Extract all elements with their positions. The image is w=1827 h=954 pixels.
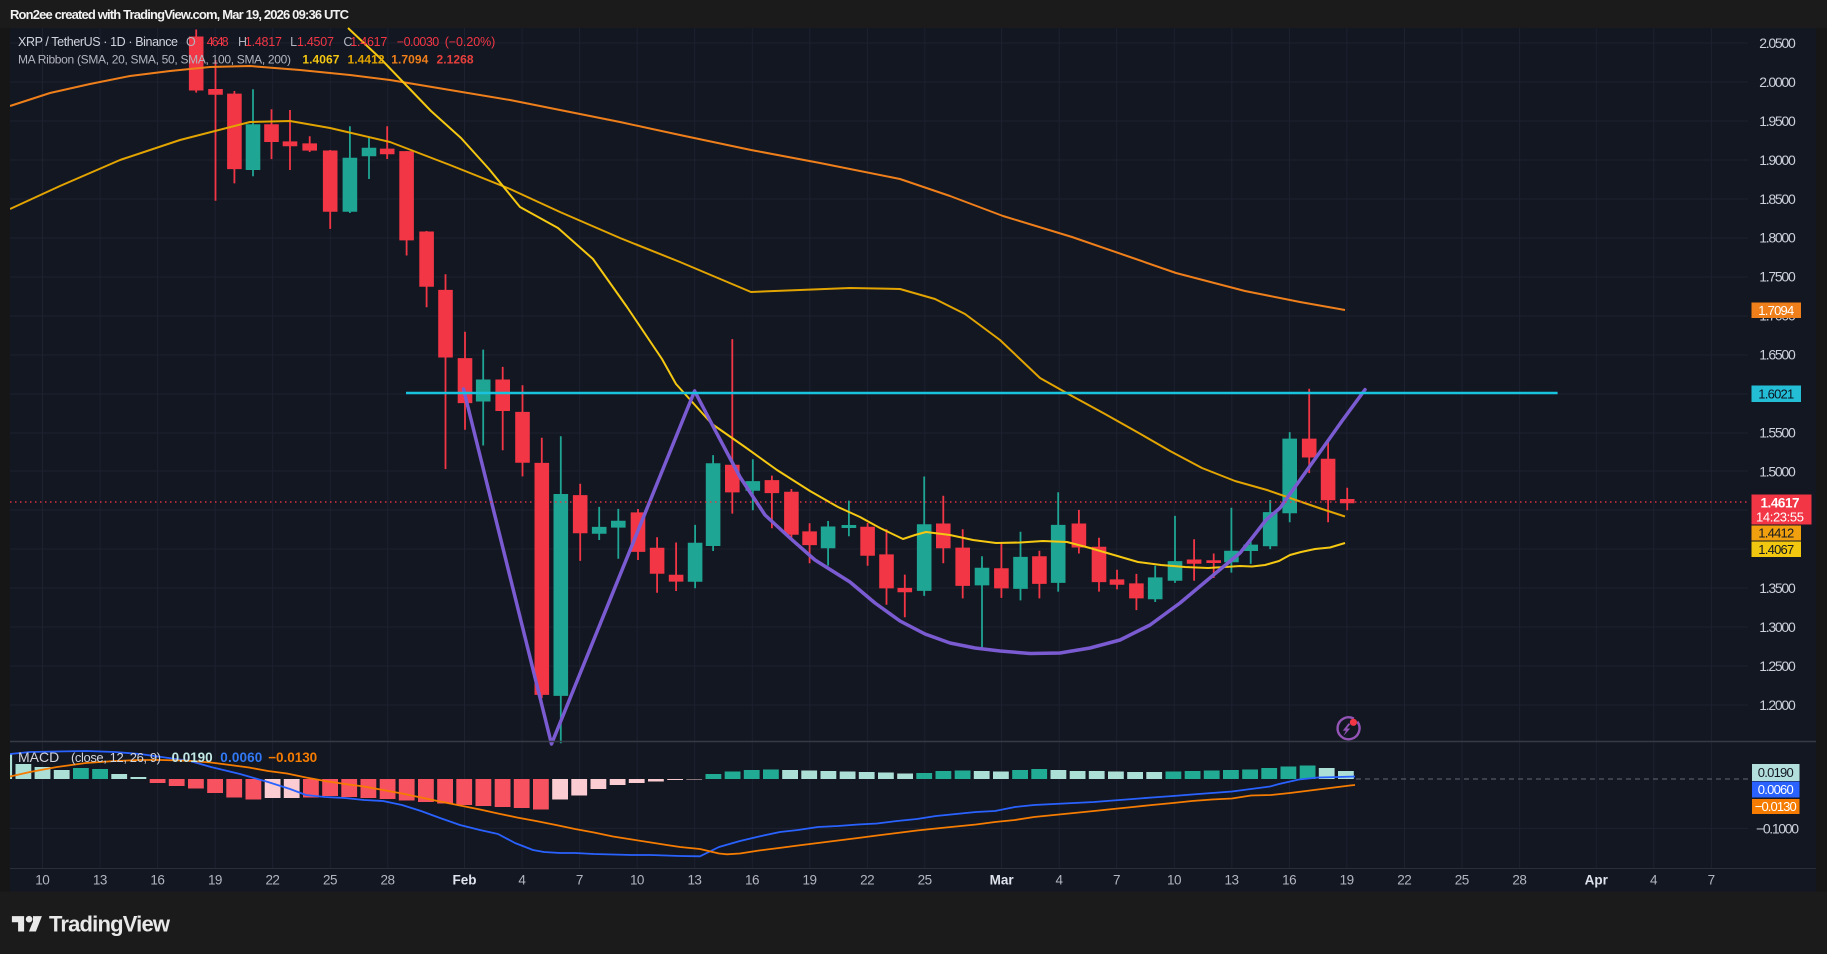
svg-text:7: 7: [1708, 873, 1716, 888]
svg-text:13: 13: [687, 873, 702, 888]
svg-text:1.5500: 1.5500: [1759, 424, 1796, 440]
svg-text:2.0000: 2.0000: [1759, 74, 1796, 90]
svg-text:L: L: [290, 35, 297, 49]
svg-text:16: 16: [745, 873, 760, 888]
svg-text:1.4412: 1.4412: [1758, 526, 1794, 541]
svg-text:1.4617: 1.4617: [350, 35, 387, 49]
svg-text:7: 7: [1113, 873, 1121, 888]
svg-text:H: H: [238, 35, 247, 49]
svg-text:C: C: [343, 35, 352, 49]
svg-text:1.9500: 1.9500: [1759, 113, 1796, 129]
svg-text:19: 19: [803, 873, 818, 888]
svg-text:1.4067: 1.4067: [1758, 542, 1794, 557]
svg-text:22: 22: [265, 873, 280, 888]
svg-text:22: 22: [1397, 873, 1412, 888]
svg-text:(−0.20%): (−0.20%): [445, 35, 496, 49]
svg-text:10: 10: [630, 873, 645, 888]
svg-text:2.1268: 2.1268: [437, 53, 474, 67]
svg-text:1.6021: 1.6021: [1758, 386, 1794, 401]
svg-text:25: 25: [1455, 873, 1470, 888]
svg-text:Mar: Mar: [990, 873, 1015, 888]
svg-text:10: 10: [35, 873, 50, 888]
svg-text:MA Ribbon (SMA, 20, SMA, 50, S: MA Ribbon (SMA, 20, SMA, 50, SMA, 100, S…: [18, 53, 291, 67]
svg-text:4648: 4648: [207, 35, 229, 49]
svg-text:1.5000: 1.5000: [1759, 463, 1796, 479]
svg-text:25: 25: [918, 873, 933, 888]
svg-text:28: 28: [1512, 873, 1527, 888]
svg-text:28: 28: [381, 873, 396, 888]
svg-text:−0.0130: −0.0130: [1755, 799, 1797, 814]
svg-text:1.7094: 1.7094: [391, 53, 428, 67]
svg-text:2.0500: 2.0500: [1759, 35, 1796, 51]
svg-text:XRP / TetherUS · 1D · Binance: XRP / TetherUS · 1D · Binance: [18, 35, 178, 49]
svg-text:10: 10: [1167, 873, 1182, 888]
svg-text:1.9000: 1.9000: [1759, 152, 1796, 168]
svg-text:Ron2ee created with TradingVie: Ron2ee created with TradingView.com, Mar…: [10, 7, 350, 22]
svg-text:−0.1000: −0.1000: [1756, 820, 1799, 836]
svg-text:1.2500: 1.2500: [1759, 658, 1796, 674]
svg-text:(close, 12, 26, 9): (close, 12, 26, 9): [71, 750, 161, 765]
svg-text:−0.0130: −0.0130: [268, 750, 317, 765]
svg-text:1.4507: 1.4507: [297, 35, 334, 49]
svg-text:13: 13: [93, 873, 108, 888]
svg-text:Apr: Apr: [1585, 873, 1609, 888]
svg-text:−0.0030: −0.0030: [397, 35, 439, 49]
svg-text:7: 7: [576, 873, 584, 888]
svg-text:1.7500: 1.7500: [1759, 269, 1796, 285]
svg-text:1.4617: 1.4617: [1761, 496, 1800, 511]
svg-text:0.0190: 0.0190: [1758, 765, 1794, 780]
svg-text:14:23:55: 14:23:55: [1756, 510, 1804, 525]
svg-text:19: 19: [1340, 873, 1355, 888]
svg-text:1.7094: 1.7094: [1758, 303, 1794, 318]
svg-text:4: 4: [518, 873, 526, 888]
svg-text:25: 25: [323, 873, 338, 888]
svg-text:TradingView: TradingView: [49, 912, 171, 937]
svg-text:MACD: MACD: [18, 749, 59, 765]
svg-text:1.2000: 1.2000: [1759, 697, 1796, 713]
svg-text:16: 16: [1282, 873, 1297, 888]
svg-text:Feb: Feb: [452, 873, 476, 888]
svg-text:1.3000: 1.3000: [1759, 619, 1796, 635]
svg-text:1.4412: 1.4412: [348, 53, 385, 67]
svg-text:19: 19: [208, 873, 223, 888]
svg-text:1.4817: 1.4817: [245, 35, 282, 49]
svg-text:O: O: [186, 35, 196, 49]
svg-text:1.4067: 1.4067: [302, 53, 339, 67]
svg-text:0.0190: 0.0190: [172, 750, 213, 765]
svg-text:1.3500: 1.3500: [1759, 580, 1796, 596]
svg-text:22: 22: [860, 873, 875, 888]
svg-text:0.0060: 0.0060: [220, 750, 262, 765]
svg-text:1.6500: 1.6500: [1759, 347, 1796, 363]
svg-text:1.8000: 1.8000: [1759, 230, 1796, 246]
svg-text:16: 16: [150, 873, 165, 888]
svg-text:4: 4: [1055, 873, 1063, 888]
svg-text:13: 13: [1225, 873, 1240, 888]
svg-text:4: 4: [1650, 873, 1658, 888]
svg-text:0.0060: 0.0060: [1758, 782, 1794, 797]
svg-text:1.8500: 1.8500: [1759, 191, 1796, 207]
